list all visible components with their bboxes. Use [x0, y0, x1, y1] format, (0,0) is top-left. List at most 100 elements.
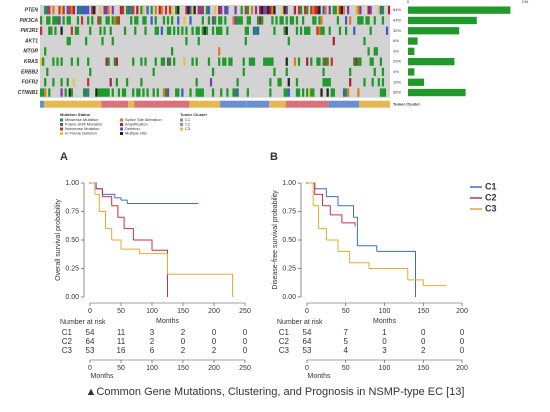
legend-swatch	[60, 127, 63, 131]
mutation-cell	[144, 57, 147, 66]
mutation-cell	[263, 57, 266, 66]
survival-step	[318, 228, 327, 240]
cluster-cell	[220, 100, 247, 108]
mutation-cell	[234, 16, 237, 25]
risk-count: 54	[303, 328, 312, 337]
mutation-cell	[60, 26, 63, 35]
frequency-bar	[408, 68, 415, 76]
mutation-cell	[299, 26, 303, 35]
mutation-cell	[154, 16, 157, 25]
mutation-cell	[93, 6, 96, 15]
mutation-cell	[85, 36, 88, 46]
mutation-cell	[304, 6, 307, 15]
risk-count: 2	[421, 346, 426, 355]
survival-step	[96, 188, 103, 195]
mutation-cell	[173, 57, 176, 66]
mutation-cell	[293, 6, 297, 15]
mutation-cell	[226, 26, 229, 35]
legend-swatch	[60, 118, 63, 122]
mutation-cell	[312, 16, 315, 25]
survival-step	[349, 262, 370, 269]
risk-count: 4	[344, 346, 349, 355]
mutation-cell	[246, 6, 249, 15]
mutation-cell	[379, 88, 383, 97]
mutation-cell	[310, 6, 313, 15]
mutation-cell	[193, 6, 196, 15]
mutation-cell	[344, 88, 348, 97]
mutation-cell	[185, 6, 188, 15]
mutation-cell	[80, 6, 84, 15]
survival-step	[214, 273, 234, 297]
mutation-cell	[269, 88, 272, 97]
cluster-cell	[162, 100, 190, 108]
risk-count: 16	[117, 346, 126, 355]
mutation-cell	[44, 6, 47, 15]
cluster-cell	[78, 100, 102, 108]
mutation-cell	[48, 88, 51, 97]
mutation-cell	[189, 6, 192, 15]
mutation-cell	[254, 26, 258, 35]
risk-title: Number at risk	[60, 319, 106, 326]
survival-step	[338, 205, 354, 218]
mutation-cell	[318, 6, 321, 15]
frequency-bar	[408, 78, 424, 86]
mutation-cell	[383, 88, 387, 97]
mutation-cell	[175, 6, 178, 15]
mutation-cell	[191, 6, 194, 15]
mutation-cell	[246, 26, 249, 35]
mutation-cell	[205, 26, 209, 35]
mutation-cell	[220, 26, 223, 35]
gene-label: PTEN	[25, 7, 39, 13]
mutation-cell	[324, 6, 327, 15]
pct-label: 6%	[393, 38, 399, 43]
legend-swatch	[120, 118, 123, 122]
mutation-cell	[218, 6, 221, 15]
mutation-cell	[252, 57, 256, 66]
mutation-cell	[195, 88, 198, 97]
mutation-cell	[97, 16, 100, 25]
mutation-cell	[283, 6, 286, 15]
mutation-cell	[355, 57, 358, 66]
mutation-cell	[136, 88, 139, 97]
mutation-cell	[363, 78, 366, 87]
mutation-cell	[105, 16, 108, 25]
mutation-cell	[218, 57, 221, 66]
mutation-cell	[99, 6, 102, 15]
mutation-cell	[199, 88, 202, 97]
mutation-cell	[142, 16, 145, 25]
risk-count: 3	[150, 328, 155, 337]
cluster-cell	[154, 100, 163, 108]
mutation-cell	[160, 57, 164, 66]
frequency-bar	[408, 16, 477, 25]
mutation-cell	[224, 16, 227, 25]
mutation-cell	[138, 88, 141, 97]
mutation-cell	[342, 6, 346, 15]
mutation-cell	[353, 26, 356, 35]
mutation-cell	[281, 16, 284, 25]
mutation-cell	[105, 6, 108, 15]
mutation-cell	[66, 78, 69, 87]
mutation-cell	[244, 26, 247, 35]
mutation-cell	[277, 78, 280, 87]
mutation-cell	[269, 57, 272, 66]
risk-count: 0	[460, 346, 465, 355]
mutation-cell	[218, 47, 221, 56]
cluster-label: Tumor Cluster	[393, 101, 420, 106]
mutation-cell	[318, 26, 321, 35]
mutation-cell	[166, 26, 170, 35]
mutation-cell	[68, 36, 71, 46]
risk-count: 11	[117, 328, 126, 337]
mutation-cell	[385, 26, 389, 35]
mutation-cell	[295, 78, 299, 87]
mutation-cell	[183, 57, 186, 66]
mutation-cell	[324, 57, 327, 66]
mutation-cell	[99, 88, 102, 97]
mutation-cell	[150, 16, 153, 25]
mutation-cell	[46, 67, 49, 77]
mutation-cell	[326, 78, 329, 87]
mutation-cell	[330, 88, 333, 97]
mutation-cell	[54, 16, 57, 25]
mutation-cell	[318, 57, 321, 66]
mutation-cell	[322, 67, 325, 77]
risk-count: 0	[212, 328, 217, 337]
